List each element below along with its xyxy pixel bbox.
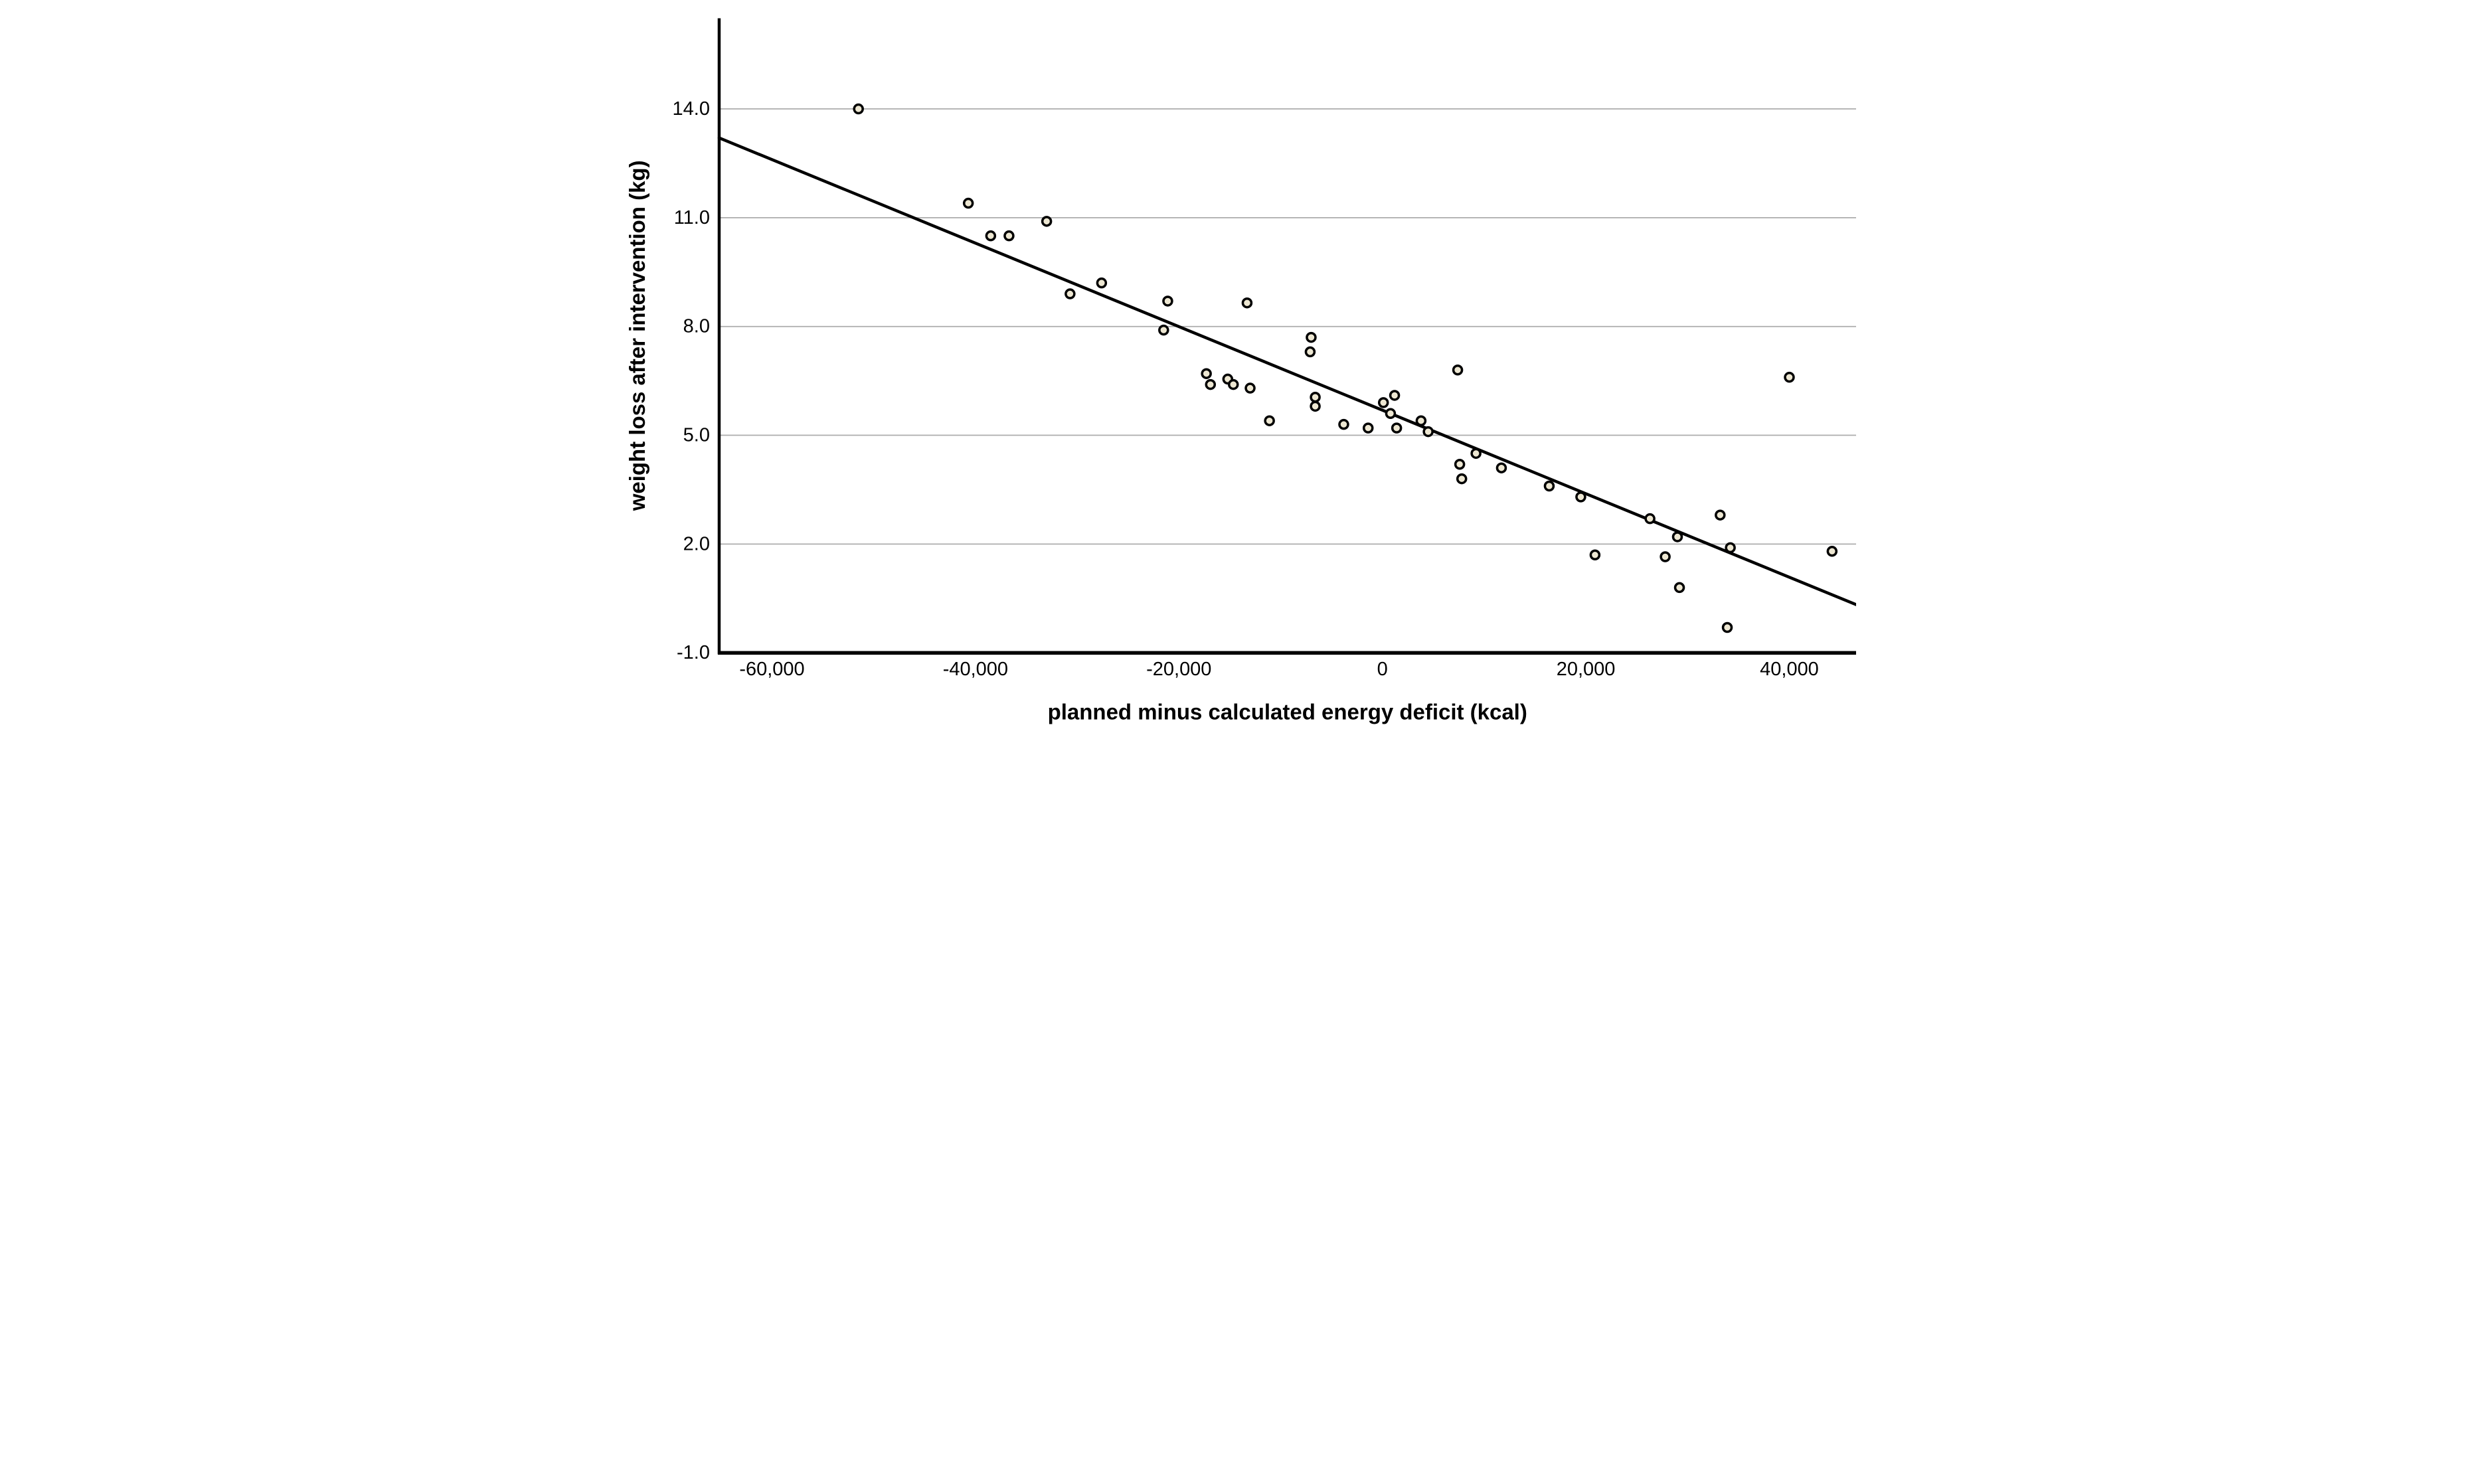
data-point xyxy=(1264,415,1275,426)
y-tick-label: 2.0 xyxy=(683,533,710,554)
data-point xyxy=(1304,346,1316,358)
data-point xyxy=(1495,462,1507,473)
y-axis-title: weight loss after intervention (kg) xyxy=(625,160,649,511)
data-point xyxy=(1660,551,1671,562)
data-point xyxy=(1389,390,1401,401)
data-point xyxy=(1003,230,1015,242)
data-point xyxy=(1227,378,1239,390)
gridline-layer xyxy=(719,108,1856,545)
data-point xyxy=(1784,371,1795,383)
data-point xyxy=(1725,542,1736,554)
data-point xyxy=(1826,546,1838,557)
data-point xyxy=(1338,418,1349,430)
data-point xyxy=(1454,458,1466,470)
data-point xyxy=(1452,364,1464,376)
data-point xyxy=(1385,408,1397,420)
data-point xyxy=(1470,448,1482,459)
data-point xyxy=(1201,368,1212,379)
tick-label-layer: 14.0 11.0 8.0 5.0 2.0 -1.0 -60,000 -40,000 -20,0… xyxy=(673,98,1819,680)
data-point xyxy=(985,230,997,242)
x-axis-title: planned minus calculated energy deficit … xyxy=(1048,700,1527,724)
data-point xyxy=(1391,422,1403,434)
data-point xyxy=(1041,216,1053,227)
data-point xyxy=(1241,297,1253,309)
y-tick-label: 8.0 xyxy=(683,316,710,337)
data-point xyxy=(1456,473,1468,485)
x-tick-label: -60,000 xyxy=(739,659,804,680)
x-tick-label: -20,000 xyxy=(1146,659,1211,680)
data-point-layer xyxy=(853,103,1838,633)
data-point xyxy=(1096,277,1108,289)
x-tick-label: 20,000 xyxy=(1557,659,1616,680)
scatter-figure: 14.0 11.0 8.0 5.0 2.0 -1.0 -60,000 -40,000 -20,0… xyxy=(619,0,1856,742)
data-point xyxy=(1721,621,1733,633)
trend-line xyxy=(717,136,1856,606)
data-point xyxy=(1575,491,1586,503)
x-tick-label: 40,000 xyxy=(1760,659,1819,680)
y-tick-label: 5.0 xyxy=(683,425,710,446)
data-point xyxy=(1673,582,1685,594)
data-point xyxy=(1158,324,1169,336)
data-point xyxy=(1644,513,1656,525)
data-point xyxy=(1377,397,1389,408)
data-point xyxy=(1162,295,1173,307)
data-point xyxy=(1671,531,1683,542)
data-point xyxy=(1065,288,1076,299)
data-point xyxy=(1306,331,1317,343)
y-tick-label: -1.0 xyxy=(677,642,710,663)
x-tick-label: 0 xyxy=(1377,659,1388,680)
data-point xyxy=(1244,382,1256,394)
data-point xyxy=(1715,509,1726,521)
scatter-plot: 14.0 11.0 8.0 5.0 2.0 -1.0 -60,000 -40,000 -20,0… xyxy=(619,0,1856,742)
axis-layer xyxy=(717,18,1856,655)
data-point xyxy=(853,103,864,115)
y-tick-label: 11.0 xyxy=(674,207,710,228)
y-tick-label: 14.0 xyxy=(673,98,710,120)
data-point xyxy=(1205,378,1217,390)
data-point xyxy=(1422,426,1434,438)
data-point xyxy=(962,197,974,209)
x-tick-label: -40,000 xyxy=(943,659,1008,680)
trendline-layer xyxy=(717,136,1856,606)
data-point xyxy=(1415,415,1427,426)
data-point xyxy=(1362,422,1374,434)
data-point xyxy=(1310,400,1321,412)
data-point xyxy=(1310,391,1321,403)
data-point xyxy=(1543,480,1555,492)
data-point xyxy=(1589,549,1601,561)
